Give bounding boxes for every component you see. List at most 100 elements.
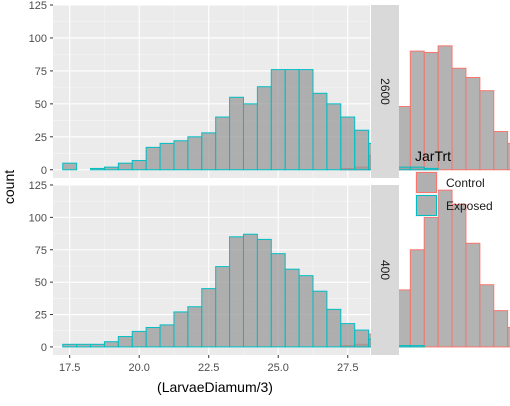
y-tick-label: 100 xyxy=(29,33,47,45)
bar-exposed xyxy=(187,306,203,348)
legend-swatch xyxy=(416,172,437,193)
panel-400: 400 0 25 50 75 100 125 xyxy=(29,180,510,355)
series-exposed xyxy=(62,233,425,348)
bar-exposed xyxy=(173,140,189,171)
x-axis: 17.5 20.0 22.5 25.0 27.5 xyxy=(59,355,358,374)
series-control xyxy=(340,45,510,171)
bar-control xyxy=(409,249,425,348)
y-tick-label: 50 xyxy=(35,277,47,289)
bar-exposed xyxy=(409,345,425,348)
bar-exposed xyxy=(103,166,119,171)
y-tick-label: 125 xyxy=(29,0,47,12)
bar-exposed xyxy=(312,290,328,348)
bar-control xyxy=(423,216,439,348)
bar-exposed xyxy=(423,167,439,171)
bar-exposed xyxy=(409,166,425,171)
legend-item-control: Control xyxy=(415,171,485,194)
legend-swatch xyxy=(416,195,437,216)
bar-control xyxy=(465,76,481,171)
bar-control xyxy=(479,284,495,348)
facet-strip-label: 400 xyxy=(378,260,392,280)
bar-exposed xyxy=(131,330,147,348)
bar-exposed xyxy=(62,343,78,348)
bar-exposed xyxy=(298,69,314,171)
bar-exposed xyxy=(62,162,78,171)
legend: JarTrt Control Exposed xyxy=(415,148,493,217)
panel-2600: 2600 0 25 50 75 100 125 xyxy=(29,0,510,178)
bar-exposed xyxy=(215,266,231,348)
bar-exposed xyxy=(229,96,244,171)
bar-control xyxy=(451,203,467,348)
x-tick-label: 20.0 xyxy=(128,362,149,374)
bar-exposed xyxy=(187,136,203,171)
bar-exposed xyxy=(201,132,217,171)
bar-control xyxy=(451,67,467,171)
facet-strip xyxy=(371,185,399,355)
y-tick-label: 25 xyxy=(35,310,47,322)
y-tick-label: 125 xyxy=(29,180,47,192)
x-tick-label: 17.5 xyxy=(59,362,80,374)
bar-exposed xyxy=(354,329,370,348)
y-tick-label: 75 xyxy=(35,245,47,257)
bar-exposed xyxy=(173,311,189,348)
bar-exposed xyxy=(340,116,356,171)
bar-exposed xyxy=(117,162,133,171)
bar-exposed xyxy=(229,236,244,348)
bar-exposed xyxy=(270,253,286,348)
y-axis: 0 25 50 75 100 125 xyxy=(29,0,53,177)
bar-control xyxy=(437,189,453,348)
bar-exposed xyxy=(90,167,105,171)
y-tick-label: 75 xyxy=(35,66,47,78)
legend-title: JarTrt xyxy=(415,148,451,164)
facet-strip xyxy=(371,5,399,178)
bar-control xyxy=(507,326,510,348)
y-tick-label: 100 xyxy=(29,212,47,224)
legend-item-exposed: Exposed xyxy=(415,194,493,217)
bar-exposed xyxy=(90,343,105,348)
bar-exposed xyxy=(145,146,161,171)
facet-strip-label: 2600 xyxy=(378,78,392,105)
bar-exposed xyxy=(242,233,258,348)
y-axis: 0 25 50 75 100 125 xyxy=(29,180,53,354)
y-tick-label: 0 xyxy=(41,165,47,177)
y-tick-label: 50 xyxy=(35,99,47,111)
x-tick-label: 22.5 xyxy=(198,362,219,374)
y-tick-label: 25 xyxy=(35,132,47,144)
bar-exposed xyxy=(354,129,370,171)
bar-exposed xyxy=(340,323,356,348)
bar-control xyxy=(479,90,495,171)
bar-exposed xyxy=(117,336,133,348)
bar-exposed xyxy=(242,103,258,171)
panels-layer: 2600 0 25 50 75 100 125 400 0 25 50 75 100 125 17.5 20.… xyxy=(29,0,510,374)
y-axis-title: count xyxy=(1,170,17,204)
bar-exposed xyxy=(159,142,175,171)
bar-exposed xyxy=(145,326,161,348)
bar-exposed xyxy=(215,116,231,171)
bar-exposed xyxy=(312,92,328,171)
bar-exposed xyxy=(131,160,147,171)
bar-exposed xyxy=(284,69,300,171)
x-axis-title: (LarvaeDiamum/3) xyxy=(157,379,273,395)
bar-exposed xyxy=(270,69,286,171)
bar-exposed xyxy=(201,288,217,348)
bar-exposed xyxy=(256,238,272,348)
bar-exposed xyxy=(326,308,342,348)
bar-exposed xyxy=(159,324,175,348)
legend-label: Exposed xyxy=(446,199,493,213)
bar-exposed xyxy=(326,103,342,171)
bar-exposed xyxy=(256,86,272,171)
legend-label: Control xyxy=(446,176,485,190)
bar-control xyxy=(493,310,509,348)
bar-exposed xyxy=(284,268,300,348)
bar-exposed xyxy=(298,275,314,348)
bar-control xyxy=(465,242,481,348)
x-tick-label: 27.5 xyxy=(337,362,358,374)
bar-exposed xyxy=(76,343,92,348)
bar-exposed xyxy=(103,341,119,348)
bar-control xyxy=(493,131,509,171)
bar-control xyxy=(507,142,510,171)
x-tick-label: 25.0 xyxy=(268,362,289,374)
legend-items: Control Exposed xyxy=(415,171,493,217)
